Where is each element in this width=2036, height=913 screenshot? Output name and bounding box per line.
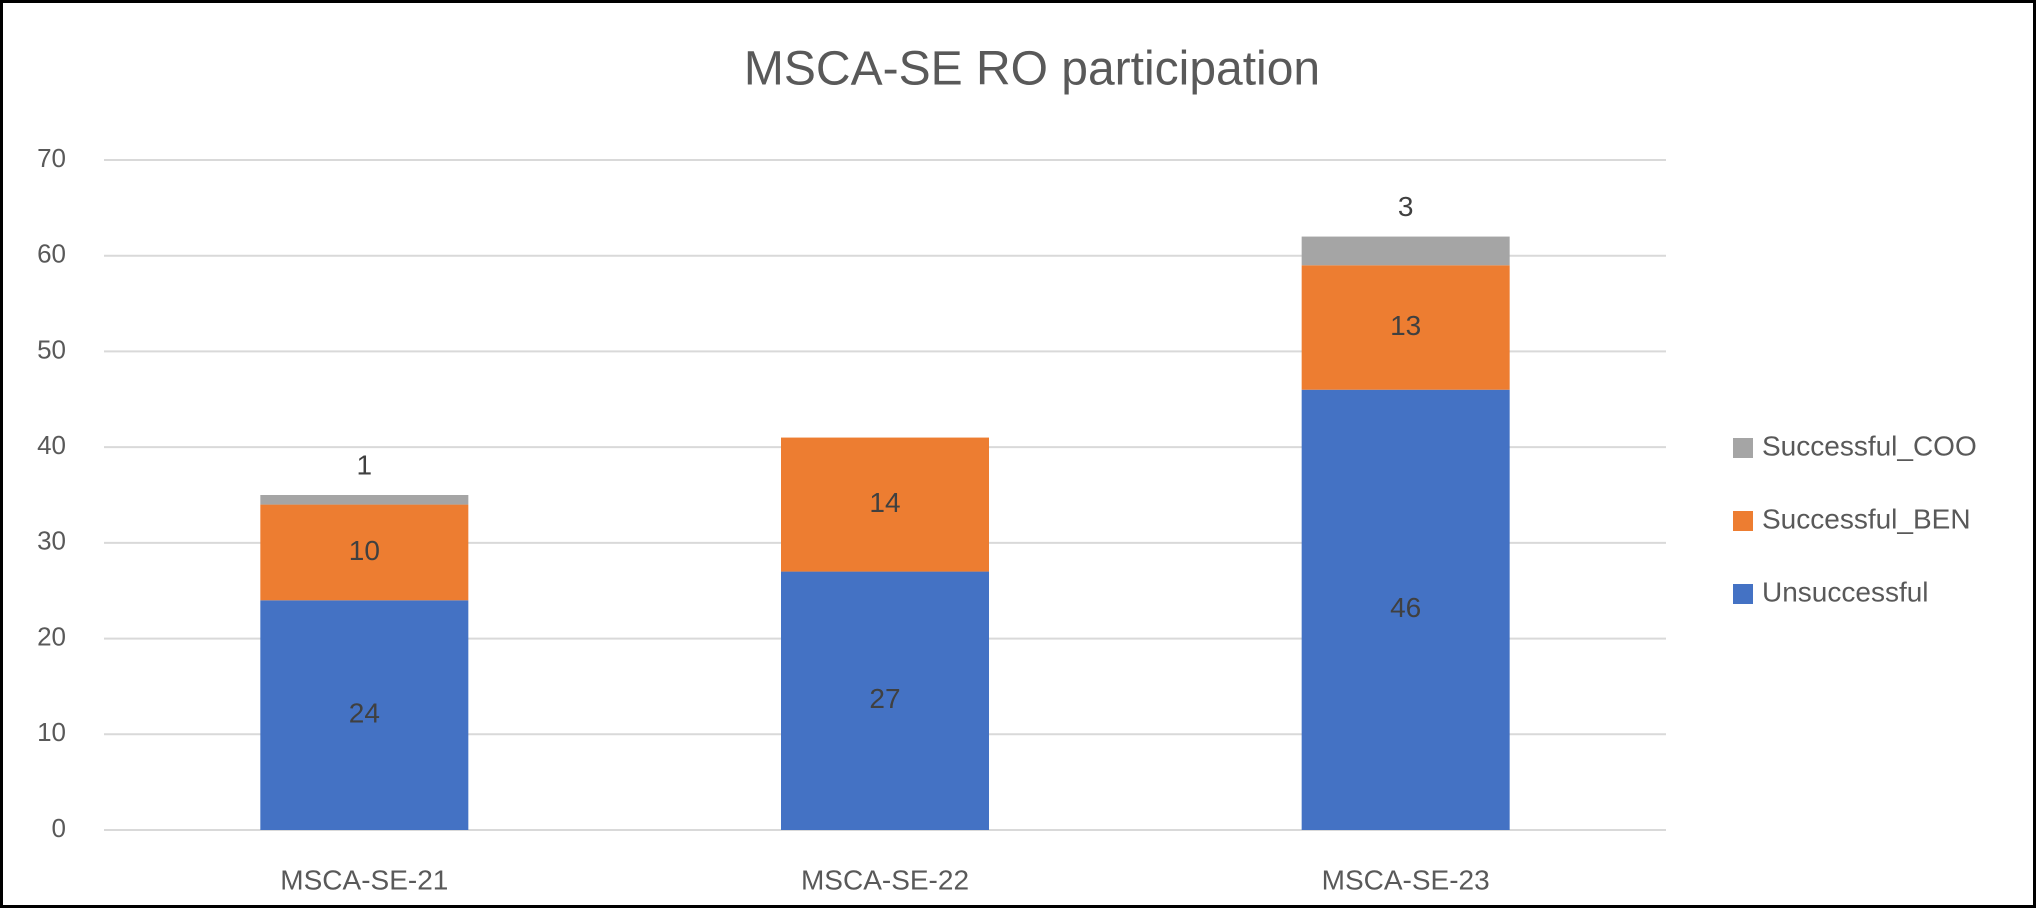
data-label: 13 xyxy=(1390,310,1421,341)
data-label: 3 xyxy=(1398,191,1414,222)
bar-segment xyxy=(1301,265,1510,390)
x-tick-label: MSCA-SE-21 xyxy=(280,864,448,895)
bar-segment xyxy=(1301,236,1510,266)
y-tick-label: 10 xyxy=(37,717,66,747)
y-tick-label: 70 xyxy=(37,143,66,173)
y-tick-label: 50 xyxy=(37,334,66,364)
y-tick-label: 20 xyxy=(37,621,66,651)
data-label: 46 xyxy=(1390,592,1421,623)
x-tick-label: MSCA-SE-23 xyxy=(1322,864,1490,895)
legend-swatch xyxy=(1733,438,1753,458)
x-tick-label: MSCA-SE-22 xyxy=(801,864,969,895)
legend-swatch xyxy=(1733,511,1753,531)
y-tick-label: 30 xyxy=(37,526,66,556)
data-label: 14 xyxy=(869,487,900,518)
bar-segment xyxy=(1301,389,1510,830)
bar-segment xyxy=(781,437,989,572)
y-tick-label: 0 xyxy=(52,813,66,843)
y-tick-label: 40 xyxy=(37,430,66,460)
bar-segment xyxy=(260,600,469,830)
legend-swatch xyxy=(1733,584,1753,604)
data-label: 24 xyxy=(349,698,380,729)
data-label: 1 xyxy=(357,449,373,480)
legend-label: Successful_BEN xyxy=(1762,503,1971,534)
chart-title: MSCA-SE RO participation xyxy=(744,43,1320,96)
bar-segment xyxy=(260,504,469,601)
legend-label: Unsuccessful xyxy=(1762,576,1929,607)
bar-segment xyxy=(781,571,989,830)
data-label: 10 xyxy=(349,535,380,566)
y-tick-label: 60 xyxy=(37,239,66,269)
data-label: 27 xyxy=(869,683,900,714)
legend-label: Successful_COO xyxy=(1762,430,1977,461)
bar-segment xyxy=(260,495,469,505)
